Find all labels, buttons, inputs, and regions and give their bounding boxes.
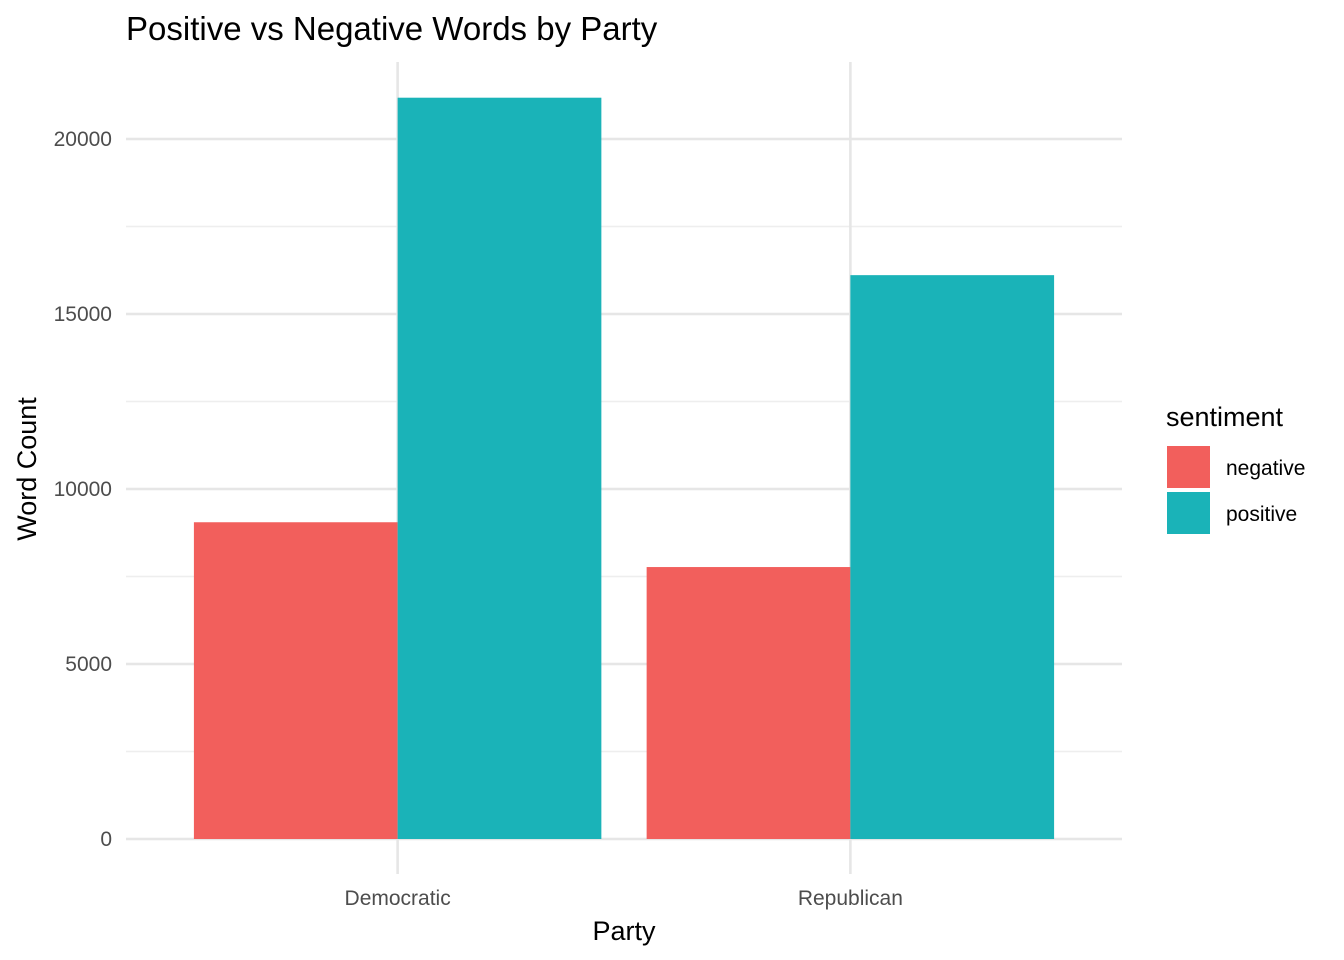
legend-label-positive: positive [1226,503,1297,526]
legend-swatch-positive [1167,492,1210,534]
bars [193,97,1055,839]
legend: sentiment negative positive [1166,402,1305,534]
bar-positive-republican [850,275,1055,839]
x-axis-title: Party [592,916,656,946]
legend-title: sentiment [1166,402,1284,432]
y-tick-label: 20000 [54,128,112,151]
y-tick-label: 15000 [54,303,112,326]
legend-swatch-negative [1167,446,1210,488]
y-tick-label: 0 [100,828,112,851]
y-axis-title: Word Count [12,397,42,541]
bar-negative-republican [646,567,851,839]
y-tick-label: 10000 [54,478,112,501]
legend-label-negative: negative [1226,457,1305,480]
chart-title: Positive vs Negative Words by Party [126,10,658,47]
bar-negative-democratic [193,522,398,839]
x-tick-label: Democratic [345,887,451,910]
y-tick-label: 5000 [65,653,112,676]
x-tick-label: Republican [798,887,903,910]
bar-positive-democratic [397,97,602,839]
tick-labels: 0 5000 10000 15000 20000 Democratic Republican [54,128,903,910]
legend-items: negative positive [1167,446,1305,534]
